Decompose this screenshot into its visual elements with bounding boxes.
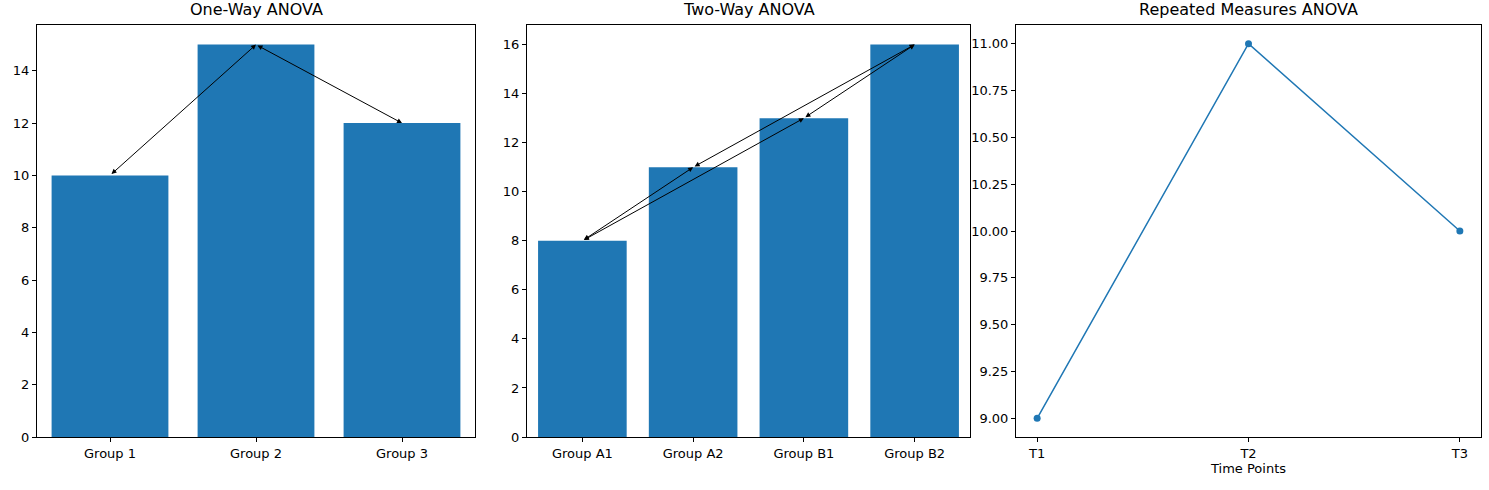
svg-text:9.50: 9.50 — [979, 317, 1008, 332]
svg-text:10: 10 — [503, 184, 520, 199]
svg-text:16: 16 — [503, 37, 520, 52]
svg-text:0: 0 — [511, 430, 519, 445]
svg-text:One-Way ANOVA: One-Way ANOVA — [190, 0, 323, 19]
svg-text:14: 14 — [13, 63, 30, 78]
svg-text:12: 12 — [503, 135, 520, 150]
svg-text:T2: T2 — [1239, 446, 1256, 461]
svg-text:11.00: 11.00 — [971, 36, 1008, 51]
svg-text:Group 3: Group 3 — [376, 446, 428, 461]
svg-text:10: 10 — [13, 168, 30, 183]
svg-text:10.75: 10.75 — [971, 83, 1008, 98]
svg-text:Repeated Measures ANOVA: Repeated Measures ANOVA — [1139, 0, 1358, 19]
svg-text:12: 12 — [13, 116, 30, 131]
svg-text:Group A1: Group A1 — [552, 446, 613, 461]
svg-text:14: 14 — [503, 86, 520, 101]
svg-text:2: 2 — [511, 381, 519, 396]
svg-text:6: 6 — [511, 282, 519, 297]
svg-text:8: 8 — [21, 220, 29, 235]
svg-text:Group 1: Group 1 — [84, 446, 136, 461]
svg-text:Group B2: Group B2 — [884, 446, 945, 461]
svg-text:10.00: 10.00 — [971, 224, 1008, 239]
svg-text:4: 4 — [511, 331, 519, 346]
svg-text:Time Points: Time Points — [1210, 461, 1286, 476]
svg-text:Group B1: Group B1 — [773, 446, 834, 461]
svg-text:Two-Way ANOVA: Two-Way ANOVA — [683, 0, 815, 19]
svg-text:2: 2 — [21, 377, 29, 392]
svg-text:6: 6 — [21, 273, 29, 288]
svg-text:T3: T3 — [1451, 446, 1468, 461]
svg-text:9.75: 9.75 — [979, 270, 1008, 285]
svg-text:10.25: 10.25 — [971, 177, 1008, 192]
svg-text:4: 4 — [21, 325, 29, 340]
svg-text:9.25: 9.25 — [979, 364, 1008, 379]
svg-text:10.50: 10.50 — [971, 130, 1008, 145]
svg-text:8: 8 — [511, 233, 519, 248]
svg-text:T1: T1 — [1028, 446, 1045, 461]
svg-text:Group A2: Group A2 — [663, 446, 724, 461]
svg-text:Group 2: Group 2 — [230, 446, 282, 461]
svg-text:9.00: 9.00 — [979, 411, 1008, 426]
svg-text:0: 0 — [21, 430, 29, 445]
